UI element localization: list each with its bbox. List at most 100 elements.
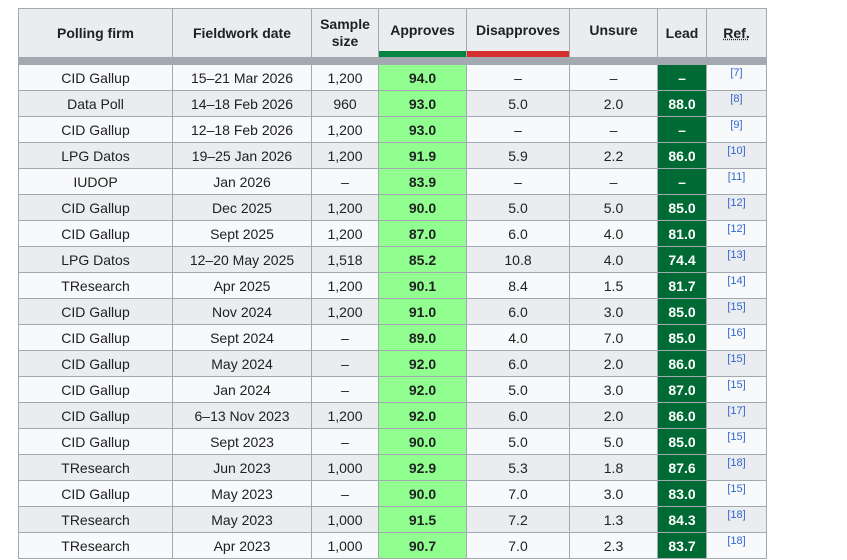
cell-unsure: 2.0	[569, 90, 658, 117]
cell-ref: [18]	[706, 506, 767, 533]
cell-fieldwork-date: Sept 2025	[172, 220, 312, 247]
reference-link[interactable]: [18]	[727, 509, 746, 521]
cell-ref: [8]	[706, 90, 767, 117]
reference-link[interactable]: [17]	[727, 405, 746, 417]
cell-fieldwork-date: Jun 2023	[172, 454, 312, 481]
cell-disapproves: 7.0	[466, 532, 570, 559]
cell-disapproves: 8.4	[466, 272, 570, 299]
cell-sample-size: 1,200	[311, 142, 379, 169]
reference-link[interactable]: [7]	[730, 67, 743, 79]
cell-sample-size: 1,200	[311, 298, 379, 325]
table-row: CID Gallup Sept 2024–89.0 4.0 7.0 85.0 [16]	[18, 324, 767, 351]
cell-fieldwork-date: Apr 2025	[172, 272, 312, 299]
header-disapproves[interactable]: Disapproves	[466, 8, 570, 58]
cell-ref: [9]	[706, 116, 767, 143]
reference-link[interactable]: [11]	[727, 171, 746, 183]
cell-fieldwork-date: Nov 2024	[172, 298, 312, 325]
cell-fieldwork-date: May 2024	[172, 350, 312, 377]
cell-unsure: 5.0	[569, 428, 658, 455]
cell-fieldwork-date: 14–18 Feb 2026	[172, 90, 312, 117]
cell-polling-firm: CID Gallup	[18, 350, 173, 377]
header-approves[interactable]: Approves	[378, 8, 467, 58]
cell-unsure: 2.2	[569, 142, 658, 169]
header-lead[interactable]: Lead	[657, 8, 707, 58]
reference-link[interactable]: [15]	[727, 483, 746, 495]
reference-link[interactable]: [15]	[727, 379, 746, 391]
table-row: CID Gallup Sept 2023–90.0 5.0 5.0 85.0 [15]	[18, 428, 767, 455]
cell-approves: 90.1	[378, 272, 467, 299]
table-row: IUDOP Jan 2026–83.9– – – [11]	[18, 168, 767, 195]
cell-approves: 92.0	[378, 402, 467, 429]
reference-link[interactable]: [15]	[727, 301, 746, 313]
cell-unsure: 2.0	[569, 350, 658, 377]
cell-fieldwork-date: Apr 2023	[172, 532, 312, 559]
cell-disapproves: 5.9	[466, 142, 570, 169]
cell-disapproves: 6.0	[466, 220, 570, 247]
cell-approves: 89.0	[378, 324, 467, 351]
reference-link[interactable]: [14]	[727, 275, 746, 287]
cell-disapproves: –	[466, 116, 570, 143]
table-row: CID Gallup May 2023–90.0 7.0 3.0 83.0 [15]	[18, 480, 767, 507]
reference-link[interactable]: [10]	[727, 145, 746, 157]
header-polling-firm[interactable]: Polling firm	[18, 8, 173, 58]
header-ref[interactable]: Ref.	[706, 8, 767, 58]
cell-disapproves: 7.2	[466, 506, 570, 533]
cell-polling-firm: CID Gallup	[18, 480, 173, 507]
cell-disapproves: 5.0	[466, 90, 570, 117]
header-fieldwork-date[interactable]: Fieldwork date	[172, 8, 312, 58]
table-row: CID Gallup Sept 2025 1,200 87.0 6.0 4.0 81.0 [1…	[18, 220, 767, 247]
header-separator	[18, 57, 767, 65]
cell-sample-size: 1,000	[311, 532, 379, 559]
cell-approves: 91.5	[378, 506, 467, 533]
cell-approves: 93.0	[378, 116, 467, 143]
reference-link[interactable]: [8]	[730, 93, 743, 105]
cell-unsure: 4.0	[569, 246, 658, 273]
header-ref-label: Ref.	[723, 24, 750, 41]
reference-link[interactable]: [15]	[727, 353, 746, 365]
cell-polling-firm: CID Gallup	[18, 402, 173, 429]
reference-link[interactable]: [12]	[727, 197, 746, 209]
table-row: Data Poll 14–18 Feb 2026 960 93.0 5.0 2.0 88.0…	[18, 90, 767, 117]
cell-fieldwork-date: 19–25 Jan 2026	[172, 142, 312, 169]
cell-disapproves: 6.0	[466, 350, 570, 377]
header-approves-label: Approves	[390, 22, 455, 38]
cell-ref: [10]	[706, 142, 767, 169]
reference-link[interactable]: [12]	[727, 223, 746, 235]
cell-ref: [15]	[706, 376, 767, 403]
reference-link[interactable]: [15]	[727, 431, 746, 443]
reference-link[interactable]: [16]	[727, 327, 746, 339]
cell-sample-size: –	[311, 428, 379, 455]
cell-approves: 90.0	[378, 480, 467, 507]
cell-approves: 90.0	[378, 194, 467, 221]
reference-link[interactable]: [9]	[730, 119, 743, 131]
cell-disapproves: 10.8	[466, 246, 570, 273]
cell-unsure: 3.0	[569, 480, 658, 507]
polling-table: Polling firm Fieldwork date Sample size …	[18, 8, 767, 559]
cell-polling-firm: CID Gallup	[18, 376, 173, 403]
cell-approves: 87.0	[378, 220, 467, 247]
table-row: LPG Datos 12–20 May 2025 1,518 85.2 10.8 4.0 7…	[18, 246, 767, 273]
cell-lead: 86.0	[657, 402, 707, 429]
reference-link[interactable]: [18]	[727, 457, 746, 469]
reference-link[interactable]: [18]	[727, 535, 746, 547]
table-body: CID Gallup 15–21 Mar 2026 1,200 94.0– – – [7] D…	[18, 64, 767, 559]
cell-ref: [11]	[706, 168, 767, 195]
table-row: LPG Datos 19–25 Jan 2026 1,200 91.9 5.9 2.2 86…	[18, 142, 767, 169]
table-row: CID Gallup May 2024–92.0 6.0 2.0 86.0 [15]	[18, 350, 767, 377]
approves-color-bar	[379, 51, 466, 57]
cell-ref: [15]	[706, 350, 767, 377]
cell-ref: [12]	[706, 194, 767, 221]
header-sample-size[interactable]: Sample size	[311, 8, 379, 58]
cell-unsure: –	[569, 64, 658, 91]
header-unsure[interactable]: Unsure	[569, 8, 658, 58]
header-sample-size-label: Sample size	[320, 16, 370, 49]
cell-disapproves: 5.0	[466, 194, 570, 221]
cell-fieldwork-date: May 2023	[172, 506, 312, 533]
reference-link[interactable]: [13]	[727, 249, 746, 261]
cell-lead: 85.0	[657, 428, 707, 455]
cell-unsure: 7.0	[569, 324, 658, 351]
cell-unsure: 4.0	[569, 220, 658, 247]
cell-sample-size: 1,518	[311, 246, 379, 273]
cell-sample-size: –	[311, 376, 379, 403]
cell-disapproves: –	[466, 168, 570, 195]
